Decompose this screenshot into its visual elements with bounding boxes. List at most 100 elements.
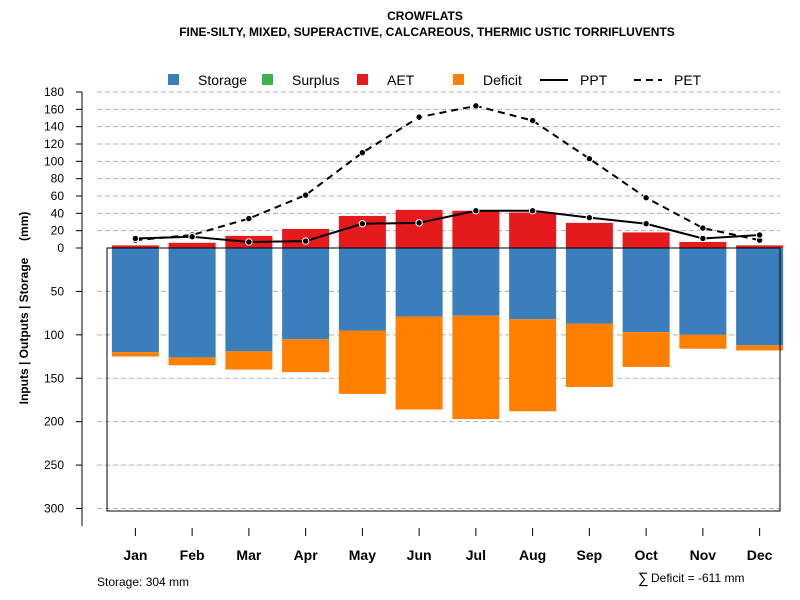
deficit-sum-icon: ∑ [638,570,649,587]
month-label: May [349,547,376,563]
month-label: Aug [519,547,546,563]
y-tick-label: 300 [44,502,64,516]
y-tick-label: 60 [51,189,65,203]
deficit-bar [565,323,613,387]
pet-point [642,194,650,202]
aet-bar [111,245,159,248]
deficit-bar [225,351,273,370]
pet-point [245,214,253,223]
deficit-bar [622,332,670,367]
legend: Storage Surplus AET Deficit PPT PET [168,72,702,88]
pet-point [528,116,537,125]
aet-bar [452,210,500,248]
deficit-bar [736,345,784,351]
deficit-total: Deficit = -611 mm [651,571,744,585]
y-tick-label: 20 [51,224,65,238]
y-tick-label: 200 [44,415,64,429]
legend-swatch-surplus [262,74,273,85]
storage-bar [565,248,613,324]
axes: 0 20 40 60 80 100 120 140 160 180 50 100 150 200 250 30… [44,85,773,563]
ppt-point [245,238,253,246]
pet-point [585,155,594,163]
storage-bar [622,248,670,333]
storage-bar [282,248,330,340]
chart-subtitle: FINE-SILTY, MIXED, SUPERACTIVE, CALCAREO… [179,25,675,39]
aet-bar [679,241,727,248]
legend-swatch-deficit [453,74,464,85]
deficit-bar [679,334,727,349]
y-tick-label: 120 [44,137,64,151]
storage-total: Storage: 304 mm [97,575,189,589]
pet-point [472,102,480,110]
month-label: Dec [747,547,773,563]
month-label: Oct [634,547,658,563]
y-tick-label: 0 [57,241,64,255]
month-label: Sep [577,547,603,563]
ppt-point [188,233,196,241]
y-tick-label: 100 [44,154,64,168]
plot-frame [106,247,781,512]
month-label: Feb [180,547,205,563]
y-axis-label: Inputs | Outputs | Storage (mm) [17,212,31,405]
deficit-bar [111,352,159,357]
pet-point [358,148,367,157]
ppt-point [755,231,764,239]
y-tick-label: 160 [44,102,64,116]
y-tick-label: 40 [51,206,65,220]
legend-label-ppt: PPT [580,72,608,88]
storage-bar [679,248,727,335]
storage-bar [452,248,500,316]
aet-bar [622,232,670,248]
y-tick-label: 250 [44,458,64,472]
bars [111,209,784,420]
month-label: Apr [294,547,319,563]
deficit-bar [509,319,557,412]
legend-label-pet: PET [674,72,702,88]
storage-bar [168,248,216,358]
storage-bar [225,248,273,352]
ppt-point [642,220,650,228]
legend-label-deficit: Deficit [483,72,522,88]
deficit-bar [338,330,386,394]
pet-point [415,113,423,121]
ppt-point [415,219,423,227]
storage-bar [509,248,557,320]
pet-point [301,191,310,199]
ppt-point [528,207,537,215]
legend-label-storage: Storage [198,72,247,88]
chart-title: CROWFLATS [387,9,463,23]
month-label: Jun [407,547,432,563]
pet-point [699,224,707,232]
ppt-point [131,234,140,243]
y-tick-label: 150 [44,371,64,385]
series-lines [131,102,764,246]
month-label: Mar [236,547,261,563]
aet-bar [565,222,613,248]
y-tick-label: 180 [44,85,64,99]
storage-bar [736,248,784,346]
storage-bar [111,248,159,353]
legend-swatch-storage [168,74,179,85]
deficit-bar [452,315,500,420]
ppt-line [135,209,760,243]
deficit-bar [395,316,443,410]
deficit-bar [282,339,330,373]
aet-bar [736,245,784,248]
deficit-bar [168,357,216,366]
aet-bar [395,209,443,248]
legend-label-aet: AET [387,72,415,88]
pet-line [135,104,760,242]
ppt-point [699,234,707,243]
legend-swatch-aet [357,74,368,85]
aet-bar [168,242,216,248]
storage-bar [395,248,443,317]
aet-bar [509,212,557,248]
month-label: Jul [466,547,486,563]
y-tick-label: 100 [44,328,64,342]
y-tick-label: 50 [51,284,65,298]
ppt-point [358,220,367,228]
month-label: Nov [690,547,717,563]
y-tick-label: 80 [51,172,65,186]
ppt-point [472,207,480,215]
